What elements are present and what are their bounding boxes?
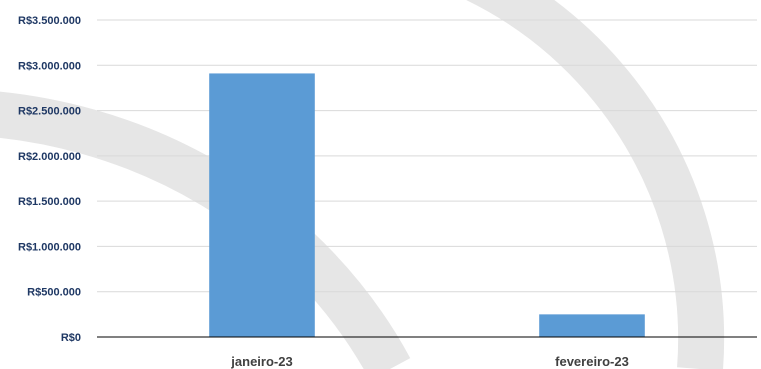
- x-category-label: janeiro-23: [230, 354, 292, 369]
- y-tick-label: R$3.000.000: [18, 60, 81, 72]
- bar-fevereiro-23: [539, 314, 645, 337]
- y-tick-label: R$1.000.000: [18, 241, 81, 253]
- y-tick-label: R$2.000.000: [18, 151, 81, 163]
- bar-janeiro-23: [209, 73, 315, 338]
- y-tick-label: R$0: [61, 332, 81, 344]
- x-axis-category-labels: janeiro-23 fevereiro-23: [230, 354, 629, 369]
- y-tick-label: R$2.500.000: [18, 106, 81, 118]
- bars: [209, 73, 645, 338]
- x-category-label: fevereiro-23: [555, 354, 629, 369]
- background-watermark: [0, 0, 725, 369]
- y-tick-label: R$500.000: [27, 287, 81, 299]
- gridlines: [97, 19, 757, 293]
- y-tick-label: R$3.500.000: [18, 15, 81, 27]
- y-tick-label: R$1.500.000: [18, 196, 81, 208]
- y-axis-tick-labels: R$0 R$500.000 R$1.000.000 R$1.500.000 R$2.00…: [18, 15, 81, 344]
